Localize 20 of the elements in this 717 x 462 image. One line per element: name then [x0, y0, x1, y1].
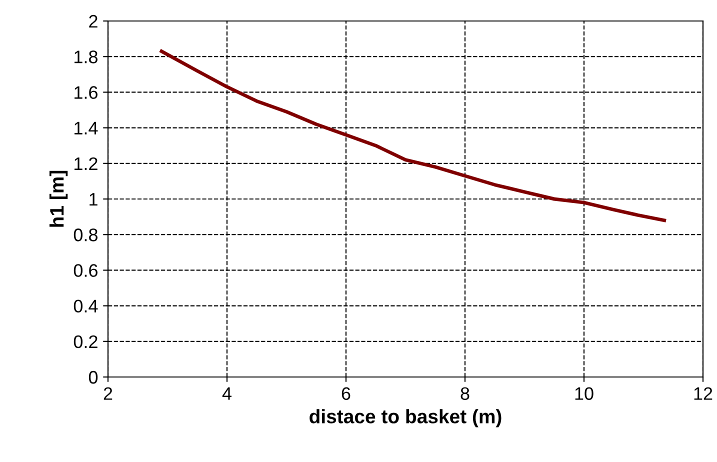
y-tick-label: 1.8 [74, 50, 98, 64]
x-tick-label: 2 [104, 387, 112, 400]
x-tick-label: 12 [694, 387, 712, 400]
y-tick-label: 0.2 [74, 335, 98, 348]
y-tick-label: 1.6 [74, 86, 98, 99]
x-tick-label: 4 [222, 387, 232, 400]
x-tick-label: 6 [342, 387, 350, 400]
y-tick-label: 1.4 [74, 122, 98, 134]
y-tick-label: 0.6 [74, 264, 98, 277]
y-tick-label: 0 [88, 370, 98, 384]
x-tick-label: 10 [575, 387, 594, 400]
y-tick-label: 0.8 [74, 228, 98, 242]
y-tick-label: 2 [89, 14, 98, 28]
x-axis-title: distace to basket (m) [310, 409, 502, 428]
y-tick-label: 0.4 [74, 300, 98, 313]
y-tick-label: 1.2 [74, 157, 98, 170]
y-axis-title: h1 [m] [50, 170, 68, 227]
y-tick-label: 1 [90, 193, 98, 206]
line-series [160, 50, 666, 222]
x-tick-label: 8 [460, 387, 470, 400]
